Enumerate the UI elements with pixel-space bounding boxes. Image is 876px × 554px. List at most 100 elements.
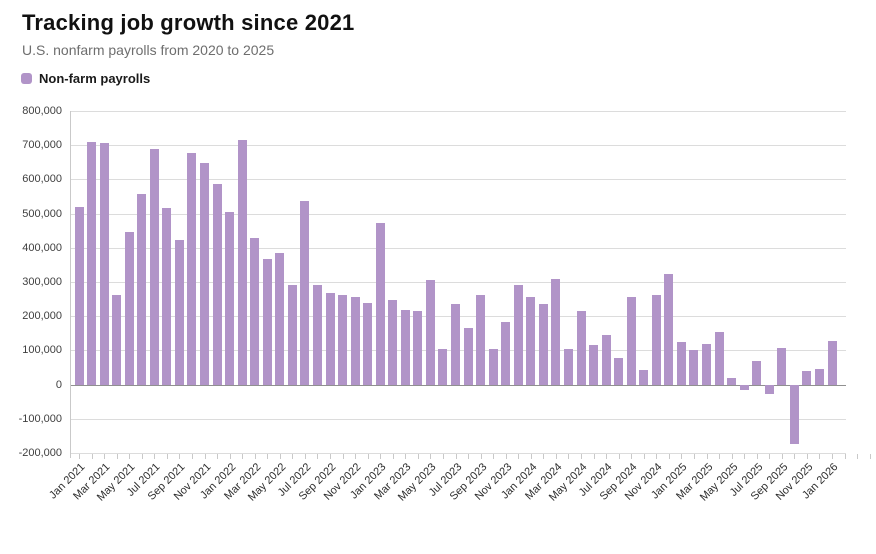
x-axis-tick [693,454,695,459]
x-axis-tick [593,454,595,459]
y-axis-label: -100,000 [18,412,62,425]
x-axis-tick [530,454,532,459]
y-axis-label: 100,000 [22,344,62,357]
bar-aug-2022 [312,285,322,385]
bar-oct-2023 [488,348,498,385]
x-axis-tick [668,454,670,459]
bar-apr-2024 [563,348,573,385]
bar-aug-2025 [764,384,774,394]
x-axis-tick [380,454,382,459]
gridline [70,247,846,249]
bar-oct-2021 [187,152,197,385]
bar-oct-2025 [789,384,799,445]
x-axis-tick [292,454,294,459]
x-axis-tick [568,454,570,459]
bar-feb-2025 [689,350,699,385]
bar-aug-2021 [162,207,172,385]
bar-jan-2022 [225,211,235,385]
x-axis-tick [681,454,683,459]
bar-dec-2021 [212,183,222,385]
gridline [70,453,846,454]
x-axis-tick [204,454,206,459]
bar-may-2023 [425,279,435,385]
zero-baseline [70,384,846,386]
bar-apr-2021 [112,294,122,385]
x-axis-tick [543,454,545,459]
x-axis-tick [254,454,256,459]
gridline [70,282,846,283]
bar-dec-2025 [814,368,824,385]
bar-aug-2023 [463,328,473,385]
bar-mar-2022 [250,238,260,385]
bar-oct-2022 [338,294,348,385]
chart-card: { "header": { "title": "Tracking job gro… [18,10,871,504]
bar-jul-2021 [149,148,159,385]
bar-jul-2024 [601,335,611,385]
x-axis-tick [141,454,143,459]
bar-jul-2022 [300,200,310,385]
legend: Non-farm payrolls [21,71,150,86]
x-axis-tick [731,454,733,459]
x-axis-tick [518,454,520,459]
x-axis-tick [656,454,658,459]
x-axis-tick [229,454,231,459]
bar-jun-2025 [739,384,749,390]
bar-mar-2021 [99,143,109,385]
bar-nov-2023 [501,322,511,385]
x-axis-tick [267,454,269,459]
x-axis-tick [217,454,219,459]
bar-dec-2022 [363,303,373,385]
bar-sep-2024 [626,297,636,385]
x-axis-tick [581,454,582,459]
bar-jun-2022 [287,284,297,385]
x-axis-tick [367,454,369,459]
bar-jan-2021 [74,206,84,385]
x-axis-tick [392,454,394,459]
gridline [70,213,846,215]
bar-may-2021 [124,231,134,385]
x-axis-tick [417,454,419,459]
bar-jul-2023 [451,304,460,385]
x-axis-tick [493,454,495,459]
bar-may-2024 [576,310,586,385]
x-axis-tick [505,454,507,459]
gridline [70,111,846,112]
x-axis-tick [606,454,608,459]
x-axis-tick [304,454,306,459]
x-axis-tick [844,454,846,459]
x-axis-tick [744,454,746,459]
bar-sep-2021 [174,239,184,385]
x-axis-tick [154,454,156,459]
x-axis-tick [279,454,281,459]
y-axis-label: 0 [55,378,62,391]
x-axis-tick [104,454,106,459]
x-axis-tick [405,454,407,459]
y-axis-line [70,111,71,458]
x-axis-tick [91,454,93,459]
x-axis-tick [819,454,821,459]
x-axis-tick [618,454,620,459]
bar-dec-2024 [664,273,674,385]
x-axis-tick [191,454,193,459]
bar-oct-2024 [639,370,649,385]
x-axis-tick [116,454,118,459]
x-axis-tick [242,454,244,459]
x-axis-tick [756,454,758,459]
bar-may-2022 [275,253,285,385]
x-axis-tick [455,454,457,459]
bar-jun-2021 [137,194,147,385]
gridline [70,179,846,181]
x-axis-tick [719,454,721,459]
bar-feb-2024 [538,303,548,385]
y-axis-label: 500,000 [22,207,62,220]
x-axis-tick [430,454,432,459]
x-axis-tick [631,454,633,459]
plot-area: 800,000 700,000 600,000 500,000 400,000 300,0… [19,105,871,504]
bar-mar-2025 [702,343,711,385]
y-axis-label: 300,000 [22,276,62,288]
x-axis-tick [706,454,708,459]
x-axis-tick [442,454,444,459]
x-axis-tick [166,454,168,459]
x-axis-tick [342,454,344,459]
y-axis-label: 400,000 [22,241,62,254]
